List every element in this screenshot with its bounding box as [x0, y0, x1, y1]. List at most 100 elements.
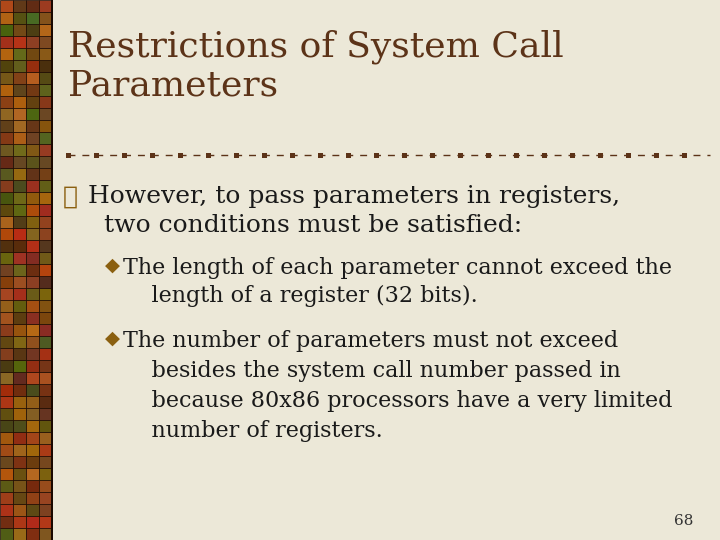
Bar: [13, 108, 26, 120]
Bar: [39, 444, 52, 456]
Bar: [26, 360, 39, 372]
Bar: [13, 252, 26, 264]
Bar: [626, 152, 631, 158]
Bar: [457, 152, 462, 158]
Bar: [13, 300, 26, 312]
Bar: [13, 96, 26, 108]
Bar: [261, 152, 266, 158]
Bar: [0, 48, 13, 60]
Bar: [39, 396, 52, 408]
Bar: [26, 12, 39, 24]
Bar: [94, 152, 99, 158]
Bar: [26, 228, 39, 240]
Text: ❖: ❖: [63, 185, 78, 209]
Bar: [13, 336, 26, 348]
Bar: [0, 444, 13, 456]
Bar: [39, 312, 52, 324]
Bar: [205, 152, 210, 158]
Bar: [26, 336, 39, 348]
Bar: [26, 144, 39, 156]
Bar: [0, 96, 13, 108]
Text: 68: 68: [674, 514, 693, 528]
Bar: [13, 276, 26, 288]
Bar: [39, 204, 52, 216]
Bar: [26, 24, 39, 36]
Bar: [39, 504, 52, 516]
Bar: [13, 528, 26, 540]
Bar: [0, 408, 13, 420]
Bar: [13, 60, 26, 72]
Bar: [39, 144, 52, 156]
Bar: [26, 180, 39, 192]
Bar: [26, 168, 39, 180]
Bar: [26, 72, 39, 84]
Bar: [26, 300, 39, 312]
Bar: [13, 216, 26, 228]
Bar: [39, 276, 52, 288]
Bar: [13, 180, 26, 192]
Bar: [0, 144, 13, 156]
Bar: [39, 36, 52, 48]
Bar: [513, 152, 518, 158]
Bar: [26, 408, 39, 420]
Bar: [13, 288, 26, 300]
Bar: [13, 36, 26, 48]
Bar: [26, 96, 39, 108]
Bar: [0, 396, 13, 408]
Bar: [430, 152, 434, 158]
Bar: [0, 132, 13, 144]
Bar: [26, 384, 39, 396]
Bar: [0, 156, 13, 168]
Bar: [13, 0, 26, 12]
Bar: [13, 480, 26, 492]
Bar: [0, 456, 13, 468]
Bar: [26, 480, 39, 492]
Bar: [13, 408, 26, 420]
Bar: [598, 152, 603, 158]
Bar: [26, 324, 39, 336]
Bar: [0, 216, 13, 228]
Bar: [66, 152, 71, 158]
Bar: [39, 528, 52, 540]
Bar: [13, 444, 26, 456]
Bar: [13, 516, 26, 528]
Bar: [13, 504, 26, 516]
Bar: [13, 468, 26, 480]
Bar: [26, 264, 39, 276]
Bar: [26, 0, 39, 12]
Bar: [26, 240, 39, 252]
Bar: [0, 204, 13, 216]
Bar: [39, 384, 52, 396]
Bar: [0, 288, 13, 300]
Bar: [0, 360, 13, 372]
Bar: [39, 300, 52, 312]
Text: number of registers.: number of registers.: [123, 420, 383, 442]
Bar: [39, 420, 52, 432]
Bar: [13, 312, 26, 324]
Bar: [13, 204, 26, 216]
Bar: [26, 216, 39, 228]
Bar: [0, 120, 13, 132]
Bar: [0, 192, 13, 204]
Bar: [26, 396, 39, 408]
Text: The number of parameters must not exceed: The number of parameters must not exceed: [123, 330, 626, 352]
Bar: [570, 152, 575, 158]
Bar: [51, 0, 53, 540]
Bar: [39, 492, 52, 504]
Bar: [26, 456, 39, 468]
Bar: [26, 420, 39, 432]
Bar: [13, 84, 26, 96]
Bar: [26, 252, 39, 264]
Text: However, to pass parameters in registers,
  two conditions must be satisfied:: However, to pass parameters in registers…: [88, 185, 620, 237]
Bar: [39, 96, 52, 108]
Bar: [0, 252, 13, 264]
Bar: [26, 432, 39, 444]
Bar: [13, 132, 26, 144]
Bar: [0, 300, 13, 312]
Bar: [0, 228, 13, 240]
Bar: [0, 504, 13, 516]
Bar: [26, 372, 39, 384]
Bar: [13, 492, 26, 504]
Bar: [0, 324, 13, 336]
Bar: [39, 192, 52, 204]
